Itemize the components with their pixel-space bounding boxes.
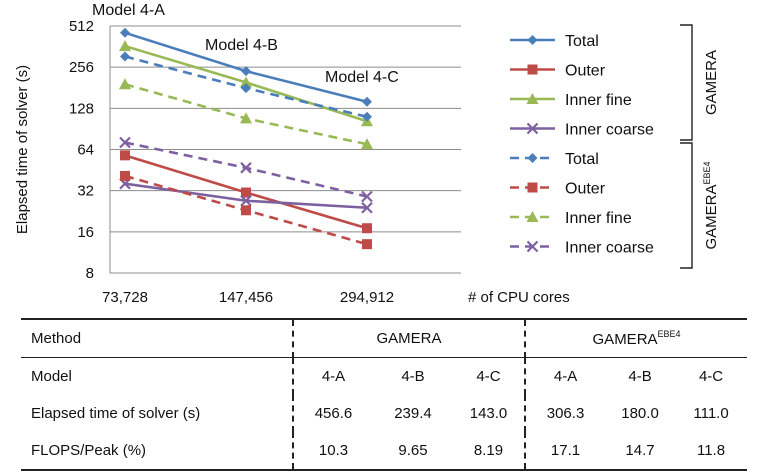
model-cell: 4-C bbox=[698, 368, 724, 385]
legend-marker bbox=[527, 64, 538, 75]
table-cell: 8.19 bbox=[453, 432, 526, 471]
data-point bbox=[120, 51, 130, 62]
legend-marker bbox=[526, 122, 539, 135]
x-tick-label: 73,728 bbox=[102, 289, 148, 306]
legend-marker bbox=[526, 211, 539, 222]
results-table: Method GAMERA GAMERAEBE4 Model 4-A 4-B 4… bbox=[21, 318, 748, 471]
method-gamera-ebe4-sup: EBE4 bbox=[657, 329, 681, 339]
legend-marker bbox=[527, 35, 538, 45]
row-label: Elapsed time of solver (s) bbox=[31, 405, 201, 422]
table-cell: 9.65 bbox=[373, 432, 453, 471]
x-axis-label: # of CPU cores bbox=[468, 289, 570, 306]
data-point bbox=[119, 136, 131, 149]
data-point bbox=[119, 78, 131, 90]
data-point bbox=[362, 239, 372, 250]
table-cell: 306.3 bbox=[524, 395, 606, 432]
legend-label: Inner coarse bbox=[565, 122, 654, 139]
table-cell: 10.3 bbox=[292, 432, 373, 471]
table-model-row: Model 4-A 4-B 4-C 4-A 4-B 4-C bbox=[21, 357, 747, 395]
model-cell: 4-B bbox=[401, 368, 425, 385]
legend-marker bbox=[527, 182, 538, 193]
legend-label: Outer bbox=[565, 181, 606, 198]
data-point bbox=[241, 66, 251, 77]
legend-group-label: GAMERAEBE4 bbox=[702, 161, 720, 249]
model-annotation: Model 4-A bbox=[92, 2, 165, 19]
table-cell: 111.0 bbox=[693, 405, 729, 422]
model-annotation: Model 4-B bbox=[205, 37, 278, 54]
table-cell: 180.0 bbox=[621, 405, 659, 422]
model-cell: 4-B bbox=[628, 368, 652, 385]
y-tick-label: 256 bbox=[69, 59, 94, 76]
legend-label: Total bbox=[565, 33, 599, 50]
legend-marker bbox=[526, 93, 539, 104]
legend-label: Total bbox=[565, 151, 599, 168]
line-chart: 8 16 32 64 128 256 512 73,728 147,456 294,912 # of… bbox=[14, 2, 720, 306]
method-gamera: GAMERA bbox=[291, 318, 526, 358]
x-tick-label: 147,456 bbox=[219, 289, 273, 306]
table-cell: 14.7 bbox=[605, 432, 676, 471]
legend-marker bbox=[526, 240, 539, 253]
data-point bbox=[362, 223, 372, 234]
legend-marker bbox=[527, 153, 538, 163]
legend-group-label-sup: EBE4 bbox=[702, 161, 712, 184]
data-point bbox=[120, 27, 130, 38]
data-point bbox=[240, 76, 252, 88]
model-label: Model bbox=[31, 368, 72, 385]
x-tick-label: 294,912 bbox=[340, 289, 394, 306]
model-cell: 4-A bbox=[524, 357, 606, 395]
data-point bbox=[240, 112, 252, 124]
legend-group-bracket bbox=[680, 142, 693, 269]
legend-label: Inner coarse bbox=[565, 240, 654, 257]
method-gamera-ebe4: GAMERAEBE4 bbox=[524, 318, 748, 358]
legend-group-label: GAMERA bbox=[703, 50, 720, 115]
data-point bbox=[362, 111, 372, 122]
table-row-flops: FLOPS/Peak (%) 10.3 9.65 8.19 17.1 14.7 … bbox=[21, 432, 748, 471]
data-point bbox=[240, 162, 252, 174]
data-point bbox=[362, 96, 372, 107]
y-tick-label: 128 bbox=[69, 100, 94, 117]
table-row-elapsed: Elapsed time of solver (s) 456.6 239.4 1… bbox=[21, 395, 747, 432]
row-label: FLOPS/Peak (%) bbox=[21, 432, 293, 471]
data-point bbox=[361, 201, 373, 214]
data-point bbox=[120, 170, 130, 181]
table-cell: 17.1 bbox=[524, 432, 606, 471]
data-point bbox=[361, 190, 373, 203]
table-cell: 239.4 bbox=[394, 405, 432, 422]
data-point bbox=[119, 40, 131, 52]
method-gamera-ebe4-name: GAMERA bbox=[592, 331, 658, 348]
data-point bbox=[240, 194, 252, 207]
data-point bbox=[241, 205, 251, 216]
y-tick-label: 16 bbox=[77, 224, 94, 241]
legend-group-bracket bbox=[680, 24, 693, 141]
legend-label: Inner fine bbox=[565, 92, 632, 109]
data-point bbox=[120, 150, 130, 161]
data-point bbox=[241, 83, 251, 94]
legend-label: Outer bbox=[565, 63, 606, 80]
data-point bbox=[361, 138, 373, 150]
legend-label: Inner fine bbox=[565, 210, 632, 227]
y-tick-label: 32 bbox=[77, 183, 94, 200]
model-cell: 4-A bbox=[292, 357, 373, 395]
y-tick-label: 512 bbox=[69, 18, 94, 35]
table-cell: 143.0 bbox=[469, 405, 508, 422]
method-label: Method bbox=[21, 318, 293, 358]
y-axis-label: Elapsed time of solver (s) bbox=[14, 65, 31, 234]
table-cell: 11.8 bbox=[675, 432, 748, 471]
table-header-method-row: Method GAMERA GAMERAEBE4 bbox=[21, 318, 748, 358]
table-cell: 456.6 bbox=[292, 395, 373, 432]
data-point bbox=[241, 187, 251, 198]
y-tick-label: 8 bbox=[86, 265, 94, 282]
model-cell: 4-C bbox=[476, 368, 501, 385]
y-tick-label: 64 bbox=[77, 142, 94, 159]
model-annotation: Model 4-C bbox=[325, 69, 399, 86]
